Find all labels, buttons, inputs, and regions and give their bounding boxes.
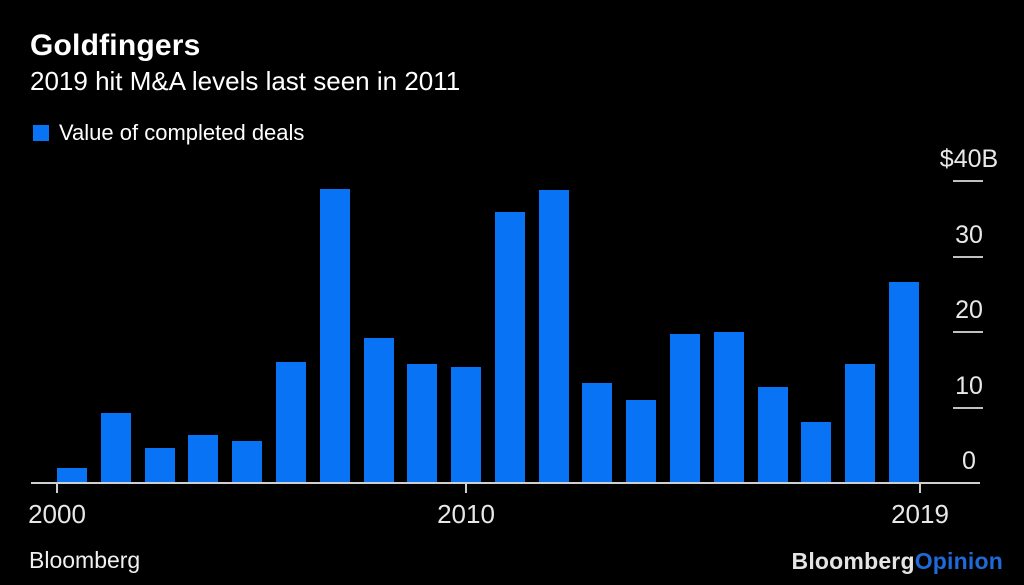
y-tick-10: [953, 407, 983, 409]
chart-subtitle: 2019 hit M&A levels last seen in 2011: [30, 66, 461, 96]
x-axis-line: [31, 482, 980, 484]
bar-2010: [495, 212, 525, 483]
x-tick-label-2019: 2019: [891, 499, 949, 529]
bar-2016: [758, 387, 788, 483]
bar-2004: [232, 441, 262, 483]
y-tick-label-10: 10: [955, 372, 983, 400]
brand-opinion: Opinion: [914, 548, 1003, 574]
bar-2000: [57, 468, 87, 483]
y-tick-30: [953, 256, 983, 258]
legend: Value of completed deals: [33, 120, 304, 146]
bar-2002: [145, 448, 175, 483]
bar-2017: [801, 422, 831, 483]
legend-label: Value of completed deals: [59, 120, 305, 145]
bar-2008: [407, 364, 437, 483]
bar-2013: [626, 400, 656, 483]
bar-2015: [714, 332, 744, 483]
bar-2001: [101, 413, 131, 483]
brand-bloomberg: Bloomberg: [791, 548, 915, 574]
x-tick-2019: [919, 483, 921, 493]
chart-title: Goldfingers: [30, 29, 201, 62]
x-tick-label-2010: 2010: [437, 499, 495, 529]
bar-2019: [889, 282, 919, 483]
bar-2018: [845, 364, 875, 483]
bar-2003: [188, 435, 218, 483]
plot-area: [57, 150, 923, 483]
source-label: Bloomberg: [29, 547, 141, 573]
y-tick-20: [953, 331, 983, 333]
bar-2011: [539, 190, 569, 483]
y-tick-label-30: 30: [955, 221, 983, 249]
brand-logo: BloombergOpinion: [792, 548, 1003, 575]
y-tick-label-20: 20: [955, 296, 983, 324]
bar-2012: [582, 383, 612, 483]
bar-2006: [320, 189, 350, 483]
legend-swatch-icon: [33, 125, 49, 141]
x-tick-label-2000: 2000: [28, 499, 86, 529]
y-tick-label-40: $40B: [939, 145, 999, 173]
bar-2009: [451, 367, 481, 483]
bar-2007: [364, 338, 394, 483]
y-tick-40: [953, 180, 983, 182]
bar-2014: [670, 334, 700, 483]
x-tick-2010: [465, 483, 467, 493]
bar-2005: [276, 362, 306, 483]
x-tick-2000: [56, 483, 58, 493]
y-tick-label-0: 0: [962, 447, 976, 475]
